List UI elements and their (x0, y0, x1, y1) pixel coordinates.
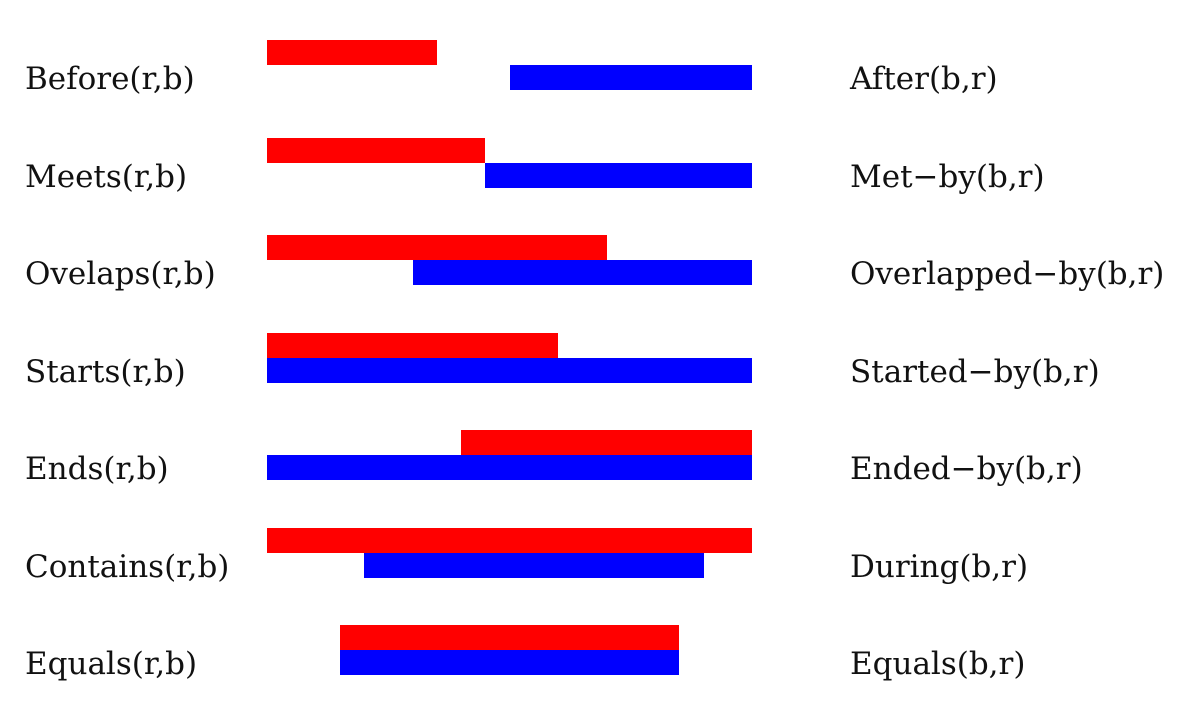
relation-label-right: Overlapped−by(b,r) (850, 256, 1165, 292)
relation-row: Contains(r,b) During(b,r) (0, 527, 1182, 588)
relation-label-right: During(b,r) (850, 548, 1029, 585)
relation-label-right: Ended−by(b,r) (850, 451, 1083, 487)
relation-row: Starts(r,b) Started−by(b,r) (0, 332, 1182, 393)
interval-bar-r (267, 332, 558, 358)
relation-label-left: Ends(r,b) (25, 451, 169, 487)
interval-bar-r (267, 527, 752, 553)
relation-row: Equals(r,b) Equals(b,r) (0, 625, 1182, 685)
relation-label-left: Ovelaps(r,b) (25, 256, 216, 292)
interval-bar-b (339, 650, 680, 675)
interval-bar-r (267, 40, 437, 65)
relation-label-left: Before(r,b) (25, 61, 195, 97)
interval-bar-b (267, 455, 752, 480)
interval-bar-b (267, 357, 752, 383)
relation-row: Meets(r,b) Met−by(b,r) (0, 137, 1182, 198)
interval-bar-b (364, 552, 704, 578)
relation-row: Before(r,b) After(b,r) (0, 40, 1182, 100)
interval-bar-r (339, 625, 680, 650)
interval-bar-r (461, 430, 752, 455)
relation-label-right: Met−by(b,r) (850, 158, 1045, 195)
relation-label-left: Contains(r,b) (25, 548, 230, 585)
interval-bar-r (267, 235, 607, 260)
relation-label-right: Equals(b,r) (850, 646, 1026, 682)
interval-bar-b (509, 65, 752, 90)
relation-label-left: Meets(r,b) (25, 158, 188, 195)
relation-label-left: Starts(r,b) (25, 353, 186, 390)
relation-label-right: After(b,r) (850, 61, 998, 97)
interval-bar-r (267, 137, 486, 163)
relation-row: Ends(r,b) Ended−by(b,r) (0, 430, 1182, 490)
interval-bar-b (485, 162, 752, 188)
interval-bar-b (412, 260, 752, 285)
relation-row: Ovelaps(r,b) Overlapped−by(b,r) (0, 235, 1182, 295)
relation-label-left: Equals(r,b) (25, 646, 198, 682)
relation-label-right: Started−by(b,r) (850, 353, 1100, 390)
